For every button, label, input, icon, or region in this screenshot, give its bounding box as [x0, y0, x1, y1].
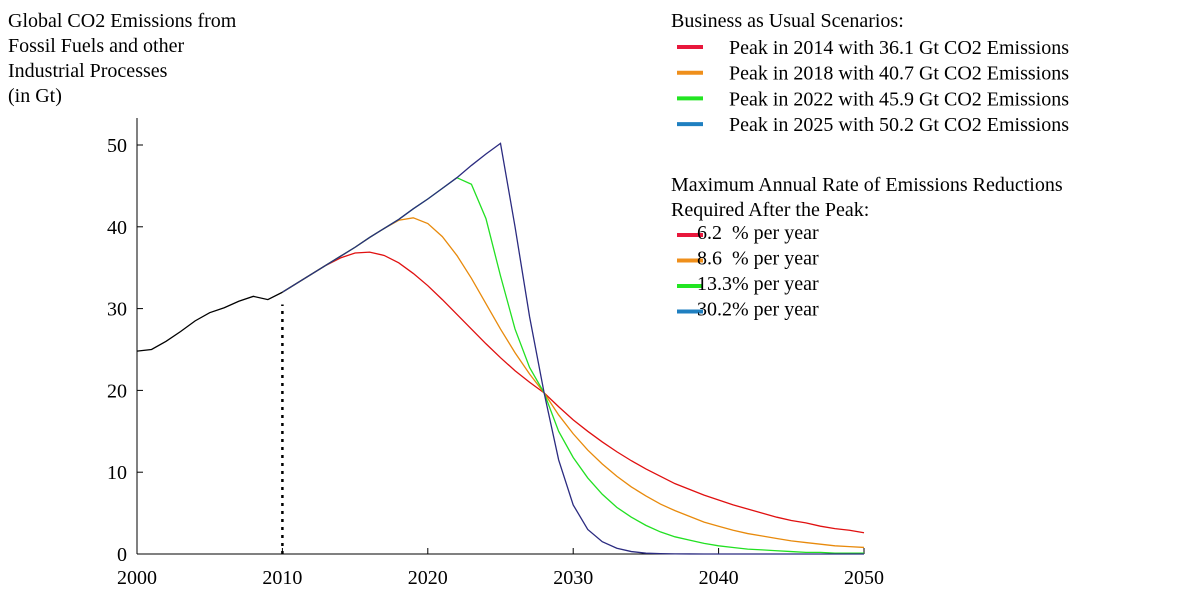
y-tick-label: 30: [107, 299, 127, 321]
chart-title: Global CO2 Emissions from: [8, 10, 237, 32]
legend-title: Business as Usual Scenarios:: [671, 10, 904, 32]
legend-label: 30.2% per year: [697, 299, 819, 321]
legend-label: Peak in 2014 with 36.1 Gt CO2 Emissions: [729, 37, 1069, 59]
y-tick-label: 50: [107, 135, 127, 157]
y-tick-label: 10: [107, 462, 127, 484]
series-line: [282, 142, 864, 555]
legend-title: Maximum Annual Rate of Emissions Reducti…: [671, 174, 1063, 196]
series-line: [282, 251, 865, 534]
x-tick-label: 2020: [408, 567, 448, 589]
legend-label: 8.6 % per year: [697, 248, 819, 270]
history-line: [136, 291, 283, 352]
y-tick-label: 20: [107, 380, 127, 402]
y-tick-label: 40: [107, 217, 127, 239]
legend-label: Peak in 2018 with 40.7 Gt CO2 Emissions: [729, 63, 1069, 85]
x-tick-label: 2010: [262, 567, 302, 589]
chart-title: Fossil Fuels and other: [8, 35, 184, 57]
x-tick-label: 2030: [553, 567, 593, 589]
x-tick-label: 2050: [844, 567, 884, 589]
legend-label: 6.2 % per year: [697, 222, 819, 244]
x-tick-label: 2000: [117, 567, 157, 589]
legend-title: Required After the Peak:: [671, 199, 869, 221]
legend-label: Peak in 2025 with 50.2 Gt CO2 Emissions: [729, 114, 1069, 136]
legend-label: 13.3% per year: [697, 273, 819, 295]
y-tick-label: 0: [117, 544, 127, 566]
chart-title: Industrial Processes: [8, 60, 168, 82]
x-tick-label: 2040: [699, 567, 739, 589]
legend-label: Peak in 2022 with 45.9 Gt CO2 Emissions: [729, 88, 1069, 110]
chart-title: (in Gt): [8, 85, 62, 107]
